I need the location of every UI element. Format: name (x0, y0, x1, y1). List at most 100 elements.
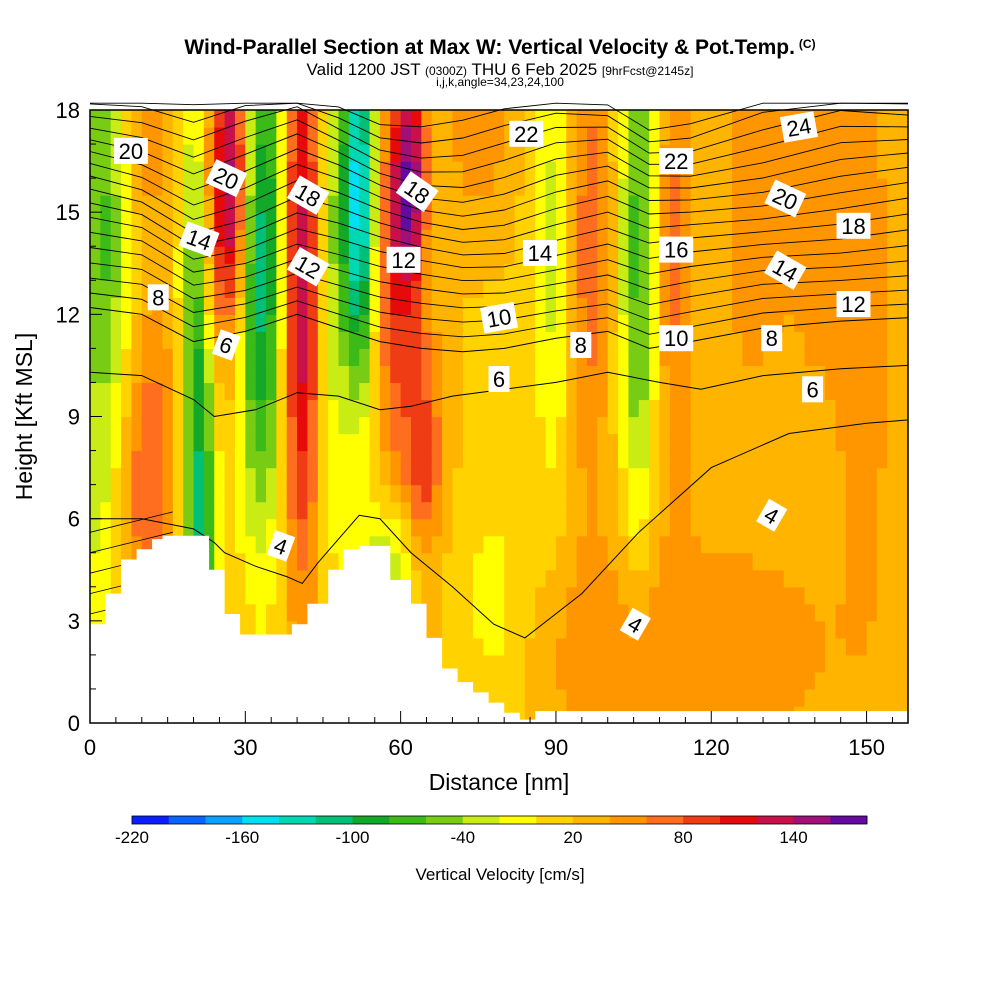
w-cell (607, 348, 619, 367)
w-cell (876, 161, 888, 179)
w-cell (410, 399, 422, 418)
w-cell (814, 620, 826, 639)
w-cell (866, 484, 878, 503)
w-cell (752, 450, 764, 469)
w-cell (607, 280, 619, 298)
w-cell (421, 110, 433, 128)
w-cell (203, 348, 215, 367)
w-cell (742, 433, 754, 452)
w-cell (887, 127, 899, 145)
w-cell (203, 161, 215, 179)
w-cell (307, 501, 319, 520)
w-cell (504, 569, 516, 588)
contour-label-box (659, 236, 694, 263)
w-cell (535, 178, 547, 196)
w-cell (607, 212, 619, 230)
x-tick-label: 60 (388, 735, 412, 760)
w-cell (131, 467, 143, 486)
w-cell (680, 365, 692, 384)
colorbar-swatch (315, 816, 353, 824)
w-cell (203, 212, 215, 230)
w-cell (876, 433, 888, 452)
w-cell (825, 535, 837, 554)
w-cell (669, 688, 681, 707)
w-cell (814, 229, 826, 247)
w-cell (731, 450, 743, 469)
w-cell (576, 399, 588, 418)
contour-label-box (266, 530, 296, 562)
w-cell (462, 450, 474, 469)
w-cell (462, 144, 474, 162)
w-cell (493, 178, 505, 196)
contour-label-text: 24 (785, 113, 813, 142)
w-cell (845, 450, 857, 469)
w-cell (473, 416, 485, 435)
w-cell (410, 586, 422, 605)
w-cell (845, 280, 857, 298)
w-cell (421, 144, 433, 162)
w-cell (524, 382, 536, 401)
w-cell (752, 586, 764, 605)
w-cell (255, 620, 267, 639)
w-cell (814, 654, 826, 673)
w-cell (587, 688, 598, 707)
w-cell (359, 450, 371, 469)
w-cell (628, 246, 640, 264)
w-cell (348, 212, 360, 230)
w-cell (442, 212, 453, 230)
w-cell (121, 161, 133, 179)
w-cell (224, 416, 236, 435)
w-cell (90, 229, 101, 247)
w-cell (638, 365, 650, 384)
w-cell (814, 603, 826, 622)
w-cell (856, 484, 868, 503)
w-cell (845, 314, 857, 332)
w-cell (887, 484, 899, 503)
w-cell (193, 195, 205, 213)
w-cell (680, 450, 692, 469)
w-cell (680, 688, 692, 707)
w-cell (390, 297, 402, 315)
w-cell (193, 467, 205, 486)
w-cell (607, 484, 619, 503)
w-cell (317, 433, 329, 452)
w-cell (504, 280, 516, 298)
w-cell (680, 569, 692, 588)
w-cell (473, 348, 485, 367)
w-cell (224, 280, 236, 298)
w-cell (421, 586, 433, 605)
w-cell (669, 450, 681, 469)
w-cell (224, 501, 236, 520)
w-cell (721, 654, 733, 673)
w-cell (794, 399, 806, 418)
w-cell (442, 654, 453, 673)
w-cell (172, 161, 184, 179)
w-cell (90, 535, 101, 554)
w-cell (680, 416, 692, 435)
w-cell (266, 144, 277, 162)
w-cell (597, 161, 609, 179)
w-cell (307, 586, 319, 605)
w-cell (897, 127, 909, 145)
contour-label-text: 22 (514, 122, 538, 147)
w-cell (700, 603, 712, 622)
w-cell (141, 348, 153, 367)
w-cell (245, 178, 257, 196)
w-cell (742, 110, 754, 128)
contour-label-box (522, 240, 557, 266)
w-cell (524, 212, 536, 230)
w-cell (783, 297, 795, 315)
w-cell (607, 552, 619, 571)
w-cell (400, 229, 412, 247)
w-cell (131, 178, 143, 196)
w-cell (431, 518, 443, 537)
contour-label-text: 6 (806, 377, 818, 402)
w-cell (856, 178, 868, 196)
w-cell (442, 416, 453, 435)
w-cell (317, 569, 329, 588)
w-cell (131, 433, 143, 452)
w-cell (276, 348, 288, 367)
w-cell (876, 484, 888, 503)
w-cell (649, 569, 661, 588)
w-cell (431, 433, 443, 452)
